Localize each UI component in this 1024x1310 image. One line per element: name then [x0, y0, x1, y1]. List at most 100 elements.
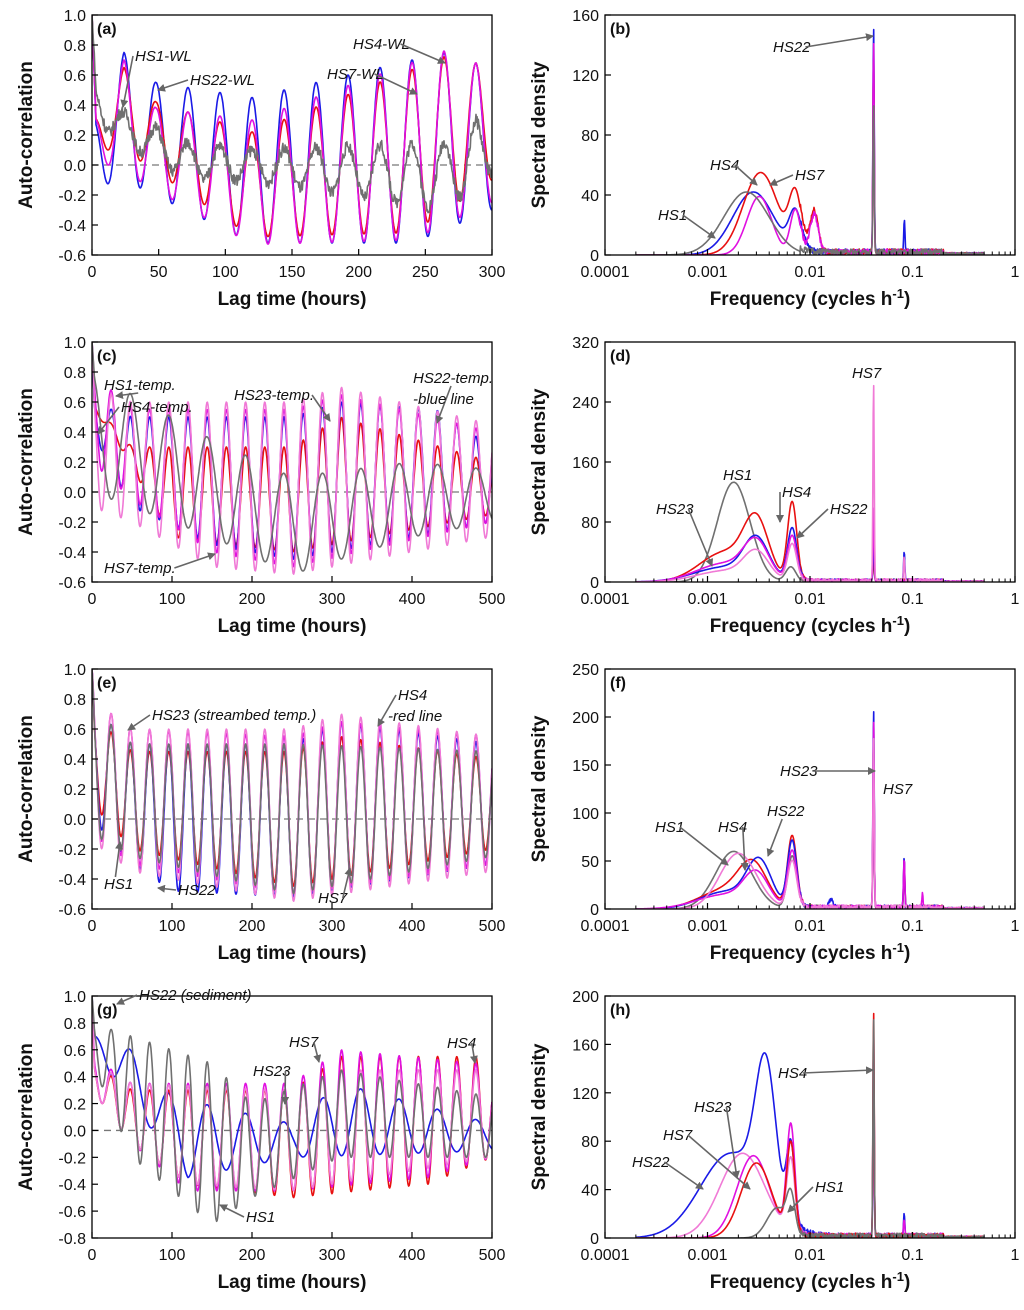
chart-e-ytick-label: -0.6: [58, 902, 86, 919]
chart-h-xtick-label: 1: [1011, 1247, 1020, 1264]
chart-h-ytick-label: 200: [572, 989, 599, 1006]
chart-h-series-hs7: [635, 1055, 985, 1238]
chart-c-annotation-arrow: [174, 552, 216, 569]
chart-c-ytick-label: 0.0: [64, 485, 86, 502]
chart-b-panel-label: (b): [610, 21, 630, 38]
chart-e-ylabel: Auto-correlation: [16, 715, 37, 863]
chart-h-annotation-arrow: [687, 1134, 751, 1190]
chart-g-annotation: HS4: [447, 1035, 476, 1052]
chart-a-ytick-label: 1.0: [64, 8, 86, 25]
chart-c-xtick-label: 0: [88, 591, 97, 608]
chart-e-annotation-arrow: [157, 884, 177, 893]
chart-c-panel-label: (c): [97, 348, 117, 365]
chart-e-xtick-label: 0: [88, 918, 97, 935]
chart-f-annotation-arrow: [679, 826, 729, 866]
chart-f-xlabel-superscript: -1: [892, 940, 904, 955]
chart-f-ylabel: Spectral density: [529, 715, 550, 862]
chart-e-xtick-label: 100: [159, 918, 186, 935]
chart-f-ytick-label: 150: [572, 758, 599, 775]
chart-g-ytick-label: 0.4: [64, 1070, 86, 1087]
chart-h-ytick-label: 40: [581, 1183, 599, 1200]
chart-d-annotation: HS1: [723, 467, 752, 484]
chart-g-xtick-label: 400: [399, 1247, 426, 1264]
chart-g-ytick-label: 0.8: [64, 1016, 86, 1033]
chart-e-annotation: HS1: [104, 876, 133, 893]
chart-a-annotation-arrow: [374, 73, 418, 95]
chart-h-ytick-label: 160: [572, 1037, 599, 1054]
chart-g-ytick-label: -0.2: [58, 1150, 86, 1167]
chart-h-annotation: HS4: [778, 1065, 807, 1082]
chart-e-annotation: HS7: [318, 890, 348, 907]
chart-f-series-hs1: [635, 765, 985, 909]
chart-f-ytick-label: 100: [572, 806, 599, 823]
chart-a-ytick-label: -0.2: [58, 188, 86, 205]
chart-b-annotation: HS4: [710, 157, 739, 174]
chart-a-annotation-arrow: [400, 43, 446, 64]
chart-h-frame: [604, 995, 1016, 1239]
chart-b-ylabel: Spectral density: [529, 61, 550, 208]
chart-f-panel-label: (f): [610, 675, 626, 692]
chart-e-series-hs23: [92, 669, 492, 895]
chart-f-xtick-label: 0.001: [687, 918, 727, 935]
chart-a-xtick-label: 100: [212, 264, 239, 281]
chart-a-panel-label: (a): [97, 21, 117, 38]
chart-g-ytick-label: 0.0: [64, 1123, 86, 1140]
chart-c-annotation-arrow: [115, 391, 139, 400]
chart-a-series-hs4-wl: [92, 15, 492, 214]
chart-h-series-hs4: [635, 1012, 985, 1238]
chart-h-ytick-label: 80: [581, 1134, 599, 1151]
chart-c-ytick-label: 0.6: [64, 395, 86, 412]
chart-f-annotation: HS4: [718, 819, 747, 836]
chart-g-xtick-label: 200: [239, 1247, 266, 1264]
chart-d-annotation: HS7: [852, 365, 882, 382]
chart-g-panel-label: (g): [97, 1002, 117, 1019]
chart-g-ytick-label: -0.4: [58, 1177, 86, 1194]
chart-h-xlabel: Frequency (cycles h-1): [710, 1269, 911, 1293]
chart-d-ytick-label: 0: [590, 575, 599, 592]
chart-a-annotation: HS4-WL: [353, 36, 410, 53]
chart-a-annotation: HS22-WL: [190, 72, 255, 89]
chart-a-xlabel: Lag time (hours): [218, 289, 367, 310]
chart-c-annotation-arrow: [435, 385, 452, 424]
chart-e-ytick-label: -0.2: [58, 842, 86, 859]
chart-a-ytick-label: 0.8: [64, 38, 86, 55]
chart-d: 0.0001 0.001 0.01 0.1 1 0 80 160 240 320 Frequency…: [529, 335, 1020, 637]
chart-d-annotation: HS22: [830, 501, 868, 518]
chart-h-annotation-arrow: [787, 1186, 814, 1213]
chart-e-xtick-label: 400: [399, 918, 426, 935]
chart-g-ytick-label: -0.6: [58, 1204, 86, 1221]
chart-d-annotation-arrow: [687, 508, 714, 567]
chart-g-annotation: HS7: [289, 1034, 319, 1051]
chart-g-annotation: HS23: [253, 1063, 291, 1080]
chart-a-xtick-label: 200: [345, 264, 372, 281]
chart-b-annotation-arrow: [769, 174, 794, 186]
chart-g: 0 100 200 300 400 500 -0.8 -0.6 -0.4 -0.2 0.0 0.2 0.…: [16, 987, 505, 1293]
chart-h-series-hs22: [635, 1052, 985, 1238]
chart-e-annotation-arrow: [342, 867, 353, 899]
chart-e-ytick-label: 0.2: [64, 782, 86, 799]
chart-b-ytick-label: 80: [581, 128, 599, 145]
chart-f-xtick-label: 0.0001: [581, 918, 630, 935]
chart-b-xtick-label: 0.0001: [581, 264, 630, 281]
chart-h-xlabel-superscript: -1: [892, 1269, 904, 1284]
chart-a-xtick-label: 50: [150, 264, 168, 281]
chart-a: 0 50 100 150 200 250 300 -0.6 -0.4 -0.2 0.0 0.2 0.4 0…: [16, 8, 505, 310]
chart-d-ytick-label: 320: [572, 335, 599, 352]
chart-e-annotation: -red line: [388, 708, 442, 725]
chart-e-xlabel: Lag time (hours): [218, 943, 367, 964]
chart-f-annotation-arrow: [766, 818, 783, 857]
chart-a-ytick-label: -0.6: [58, 248, 86, 265]
chart-b-annotation-arrow: [682, 214, 716, 239]
chart-e-ytick-label: 0.0: [64, 812, 86, 829]
chart-a-annotation: HS7-WL: [327, 66, 384, 83]
chart-g-annotation-arrow: [116, 994, 138, 1005]
chart-c-series-group: [92, 342, 492, 575]
chart-f-annotation: HS22: [767, 803, 805, 820]
chart-d-xlabel-superscript: -1: [892, 613, 904, 628]
chart-f-series-hs22: [635, 711, 985, 909]
chart-f-xlabel: Frequency (cycles h-1): [710, 940, 911, 964]
chart-g-frame: [91, 995, 493, 1239]
chart-e-ytick-label: 0.8: [64, 692, 86, 709]
chart-e-ytick-label: 0.4: [64, 752, 86, 769]
